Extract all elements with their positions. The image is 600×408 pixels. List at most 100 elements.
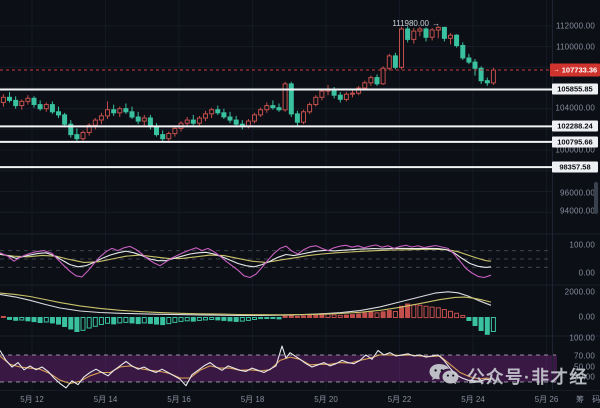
candle: [484, 80, 490, 84]
candle: [252, 114, 257, 122]
candle: [37, 104, 43, 110]
date-axis[interactable]: [0, 390, 600, 408]
candle: [454, 34, 460, 47]
macd-bar: [435, 307, 441, 319]
candle: [172, 127, 178, 135]
candle: [258, 109, 264, 116]
candle: [196, 117, 202, 124]
scrollbar-thumb[interactable]: [594, 182, 598, 214]
macd-axis-label: 2000.00: [564, 287, 595, 297]
candle: [56, 111, 61, 116]
candle: [264, 105, 270, 111]
macd-bar: [147, 317, 153, 324]
macd-bar: [203, 317, 208, 321]
candle: [25, 97, 31, 102]
macd-bar: [417, 304, 423, 319]
candle: [411, 30, 417, 40]
candle: [490, 69, 496, 84]
candle: [356, 87, 362, 94]
candle: [337, 94, 343, 100]
macd-bar: [209, 317, 215, 320]
macd-bar: [233, 317, 239, 322]
candle: [98, 115, 104, 121]
macd-bar: [282, 315, 288, 319]
macd-bar: [307, 314, 313, 319]
price-axis-label: 96000.00: [560, 188, 595, 198]
date-label: 5月 20: [314, 395, 338, 404]
macd-bar: [399, 305, 404, 319]
candle: [233, 119, 239, 125]
candle: [392, 55, 398, 68]
macd-bar: [49, 317, 55, 324]
macd-bar: [288, 315, 294, 319]
peak-price-value: 111980.00: [392, 19, 429, 28]
macd-bar: [172, 317, 178, 323]
candle: [307, 104, 313, 113]
macd-bar: [472, 317, 478, 326]
candle: [448, 34, 453, 39]
macd-bar: [7, 317, 12, 320]
macd-bar: [129, 317, 135, 324]
candle: [154, 125, 159, 136]
date-label: 5月 16: [167, 395, 191, 404]
last-price-badge[interactable]: → 107733.36: [550, 63, 600, 77]
wr-axis-label: 70.00: [573, 351, 595, 361]
macd-bar: [337, 314, 343, 318]
date-label: 5月 22: [387, 395, 412, 404]
candle: [270, 105, 276, 109]
macd-bar: [184, 317, 190, 322]
macd-bar: [386, 310, 392, 318]
macd-bar: [196, 317, 202, 321]
price-axis[interactable]: [552, 0, 600, 390]
price-axis-label: 94000.00: [560, 206, 595, 216]
candle: [111, 109, 117, 114]
macd-axis-label: 0.00: [578, 312, 595, 322]
macd-bar: [294, 316, 300, 318]
candle: [92, 119, 98, 126]
macd-bar: [68, 317, 74, 330]
candle: [129, 111, 135, 118]
macd-bar: [160, 317, 166, 326]
candle: [362, 82, 368, 89]
macd-bar: [221, 317, 227, 321]
candle: [399, 28, 404, 68]
macd-bar: [343, 314, 349, 319]
macd-bar: [276, 317, 282, 320]
candle: [343, 93, 349, 100]
macd-bar: [154, 317, 159, 325]
peak-arrow-icon: →: [432, 19, 440, 28]
macd-bar: [423, 305, 429, 319]
macd-bar: [325, 313, 331, 319]
macd-bar: [362, 312, 368, 318]
macd-bar: [62, 317, 68, 327]
candle: [190, 119, 196, 124]
macd-bar: [31, 317, 37, 323]
candle: [141, 117, 147, 122]
candle: [117, 108, 123, 114]
peak-price-label: 111980.00 →: [362, 19, 440, 28]
candle: [215, 109, 221, 114]
macd-bar: [190, 317, 196, 322]
candle: [386, 55, 392, 69]
candle: [288, 83, 294, 115]
date-label: 5月 14: [93, 395, 118, 404]
macd-bar: [123, 317, 129, 323]
candle: [374, 77, 380, 85]
candle: [209, 109, 215, 115]
candle: [74, 134, 80, 140]
macd-bar: [490, 317, 496, 332]
macd-bar: [478, 317, 484, 331]
candle: [221, 112, 227, 118]
macd-bar: [37, 317, 43, 323]
wr-axis-label: 50.00: [573, 362, 595, 372]
macd-bar: [43, 317, 49, 323]
macd-bar: [74, 317, 80, 332]
candle: [135, 116, 141, 122]
macd-bar: [392, 311, 398, 318]
macd-bar: [264, 317, 270, 319]
macd-bar: [0, 316, 6, 318]
level-price-badge: 105855.85: [552, 83, 598, 95]
chip-distribution-toggle[interactable]: 筹 码: [576, 395, 600, 404]
last-price-arrow-icon: →: [552, 66, 560, 74]
